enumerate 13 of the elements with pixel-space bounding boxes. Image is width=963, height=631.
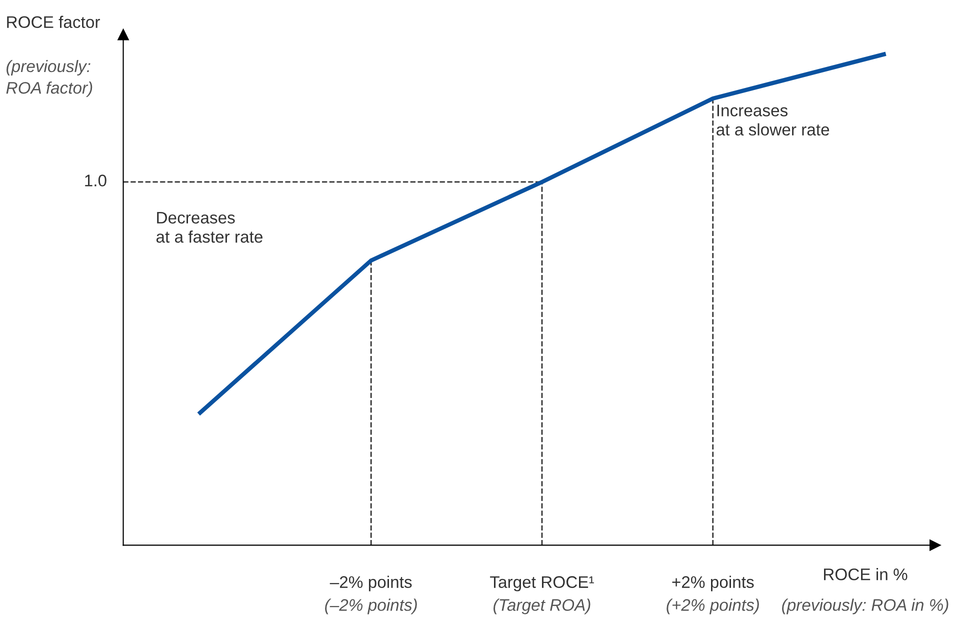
x-tick-label: Target ROCE¹	[490, 576, 594, 592]
text: (+2% points)	[666, 598, 759, 614]
x-tick-label: +2% points	[672, 576, 754, 592]
annotation: Decreases at a faster rate	[156, 212, 262, 243]
text: (previously: ROA factor)	[6, 60, 92, 98]
text: (–2% points)	[325, 598, 417, 614]
x-axis-title: ROCE in %	[824, 568, 908, 580]
text: (previously: ROA in %)	[782, 598, 948, 614]
annotation: Increases at a slower rate	[716, 104, 830, 136]
x-tick-label: –2% points	[330, 576, 412, 592]
text: (Target ROA)	[494, 598, 590, 614]
y-axis-title: ROCE factor	[7, 16, 100, 28]
text: 1.0	[85, 174, 106, 186]
